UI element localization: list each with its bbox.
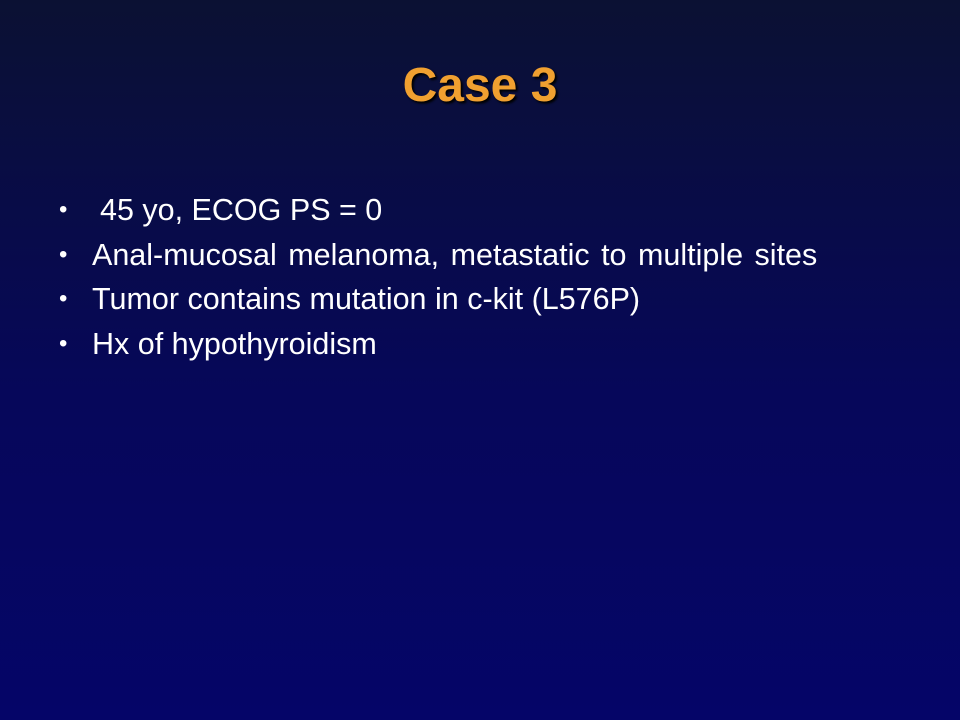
bullet-icon: • xyxy=(59,285,68,312)
bullet-text: 45 yo, ECOG PS = 0 xyxy=(100,193,383,227)
bullet-item-diagnosis: • Anal-mucosal melanoma, metastatic to m… xyxy=(58,233,960,278)
bullet-item-patient: • 45 yo, ECOG PS = 0 xyxy=(58,188,960,233)
slide-title: Case 3 xyxy=(402,59,558,112)
bullet-icon: • xyxy=(59,329,68,357)
bullet-text: Hx of hypothyroidism xyxy=(92,326,377,361)
bullet-item-history: • Hx of hypothyroidism xyxy=(58,322,960,367)
bullet-item-mutation: • Tumor contains mutation in c-kit (L576… xyxy=(58,277,960,322)
bullet-text: Anal-mucosal melanoma, metastatic to mul… xyxy=(92,237,818,272)
bullet-text: Tumor contains mutation in c-kit (L576P) xyxy=(92,282,641,316)
bullet-icon: • xyxy=(59,240,68,268)
bullet-icon: • xyxy=(59,196,68,223)
bullet-list: • 45 yo, ECOG PS = 0 • Anal-mucosal mela… xyxy=(58,188,960,366)
